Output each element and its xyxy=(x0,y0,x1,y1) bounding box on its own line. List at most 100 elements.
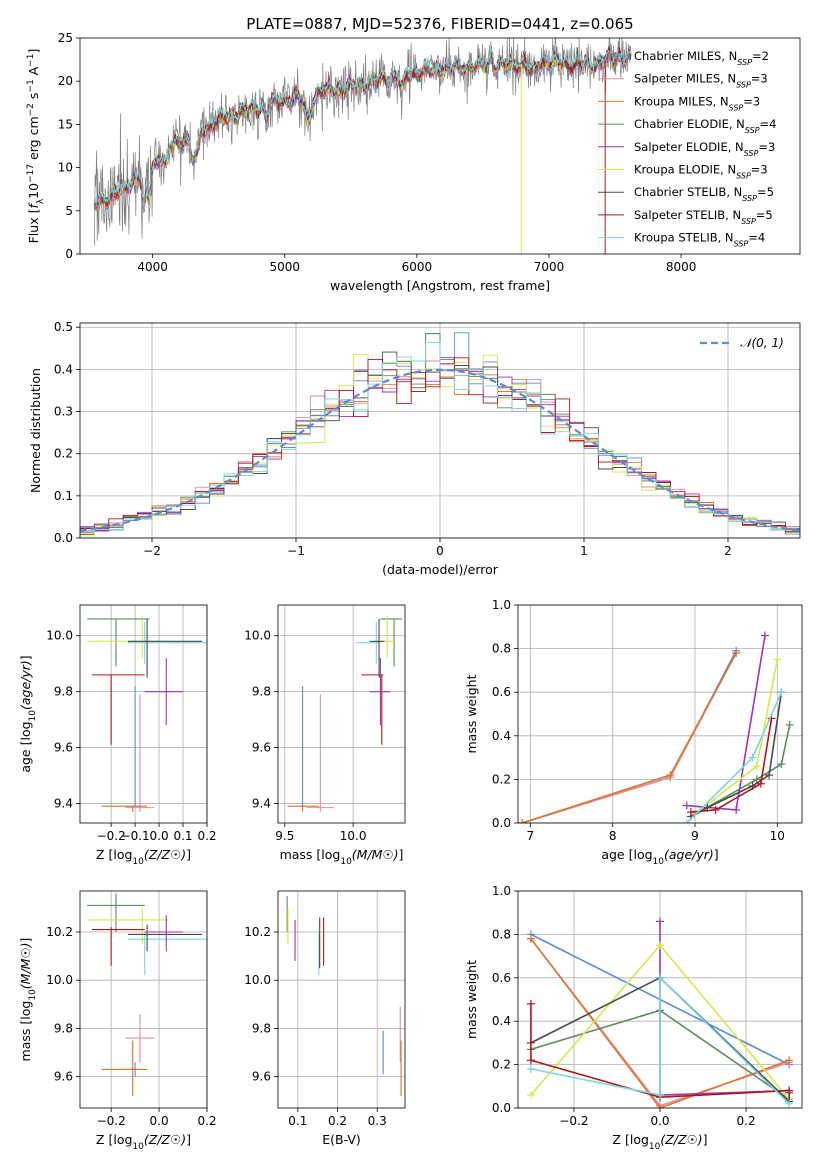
y-tick-label: 10 xyxy=(58,161,73,175)
legend-label: Kroupa ELODIE, NSSP=3 xyxy=(634,163,768,181)
plot-area-age_vs_Z xyxy=(87,616,207,812)
y-tick-label: 0.4 xyxy=(492,729,511,743)
x-tick-label: −0.1 xyxy=(121,829,150,843)
legend-label: Kroupa STELIB, NSSP=4 xyxy=(634,231,765,249)
y-axis-label: mass weight xyxy=(464,960,479,1039)
legend-label: 𝒩(0, 1) xyxy=(740,336,784,350)
y-tick-label: 9.8 xyxy=(252,1021,271,1035)
y-tick-label: 10.0 xyxy=(244,973,271,987)
y-tick-label: 9.8 xyxy=(54,1021,73,1035)
y-tick-label: 15 xyxy=(58,117,73,131)
plot-area-age_vs_mass xyxy=(287,616,403,812)
mass-weight-line xyxy=(690,718,773,813)
y-tick-label: 20 xyxy=(58,74,73,88)
histogram-series xyxy=(80,341,800,538)
y-tick-label: 10.2 xyxy=(46,925,73,939)
legend-label: Chabrier MILES, NSSP=2 xyxy=(634,49,769,67)
y-tick-label: 0.8 xyxy=(492,927,511,941)
y-tick-label: 0.4 xyxy=(492,1014,511,1028)
panel-massweight_vs_age: 7 8 9 10 0.0 0.2 0.4 0.6 0.8 1.0 age [log10(age/yr… xyxy=(492,598,803,867)
x-tick-label: 8 xyxy=(609,829,617,843)
plot-area-mass_vs_ebv xyxy=(286,895,402,1096)
y-axis-label: age [log10(age/yr)] xyxy=(18,655,38,772)
legend-label: Salpeter STELIB, NSSP=5 xyxy=(634,208,773,226)
y-tick-label: 0.6 xyxy=(492,685,511,699)
x-axis-label: E(B-V) xyxy=(322,1132,361,1147)
y-axis-label: Flux [fλ10−17 erg cm−2 s−1 A−1] xyxy=(26,49,46,244)
x-tick-label: 0.3 xyxy=(368,1114,387,1128)
x-axis-label: Z [log10(Z/Z☉)] xyxy=(612,1132,707,1152)
x-tick-label: 9.5 xyxy=(275,829,294,843)
legend-label: Salpeter MILES, NSSP=3 xyxy=(634,72,768,90)
x-axis-label: (data-model)/error xyxy=(382,562,499,577)
y-tick-label: 9.6 xyxy=(252,741,271,755)
mass-weight-line xyxy=(530,1003,790,1099)
y-tick-label: 0.5 xyxy=(54,320,73,334)
x-axis-label: wavelength [Angstrom, rest frame] xyxy=(330,278,550,293)
x-tick-label: −0.2 xyxy=(97,829,126,843)
x-tick-label: 2 xyxy=(724,544,732,558)
y-tick-label: 9.6 xyxy=(54,741,73,755)
x-tick-label: 6000 xyxy=(402,260,433,274)
x-tick-label: 4000 xyxy=(137,260,168,274)
y-tick-label: 0.8 xyxy=(492,642,511,656)
y-tick-label: 0.0 xyxy=(54,531,73,545)
axes-frame xyxy=(517,604,803,824)
legend-label: Chabrier STELIB, NSSP=5 xyxy=(634,185,774,203)
x-tick-label: 9 xyxy=(691,829,699,843)
panel-mass_vs_ebv: 0.1 0.2 0.3 9.6 9.8 10.0 10.2 E(B-V) xyxy=(244,890,406,1147)
legend-label: Chabrier ELODIE, NSSP=4 xyxy=(634,117,776,135)
axes-frame xyxy=(517,890,803,1109)
panel-mass_vs_Z: −0.2 0.0 0.2 9.6 9.8 10.0 10.2 Z [log10(Z/Z☉)] xyxy=(46,890,217,1152)
x-tick-label: 0.0 xyxy=(150,1114,169,1128)
x-tick-label: 0.2 xyxy=(737,1114,756,1128)
mass-weight-line xyxy=(530,975,790,1105)
axes-frame xyxy=(277,604,406,824)
x-tick-label: 0.2 xyxy=(197,1114,216,1128)
legend-label: Salpeter ELODIE, NSSP=3 xyxy=(634,140,775,158)
y-tick-label: 0.2 xyxy=(54,447,73,461)
y-tick-label: 9.4 xyxy=(252,796,271,810)
spectrum-model-line xyxy=(94,46,632,207)
y-tick-label: 0.4 xyxy=(54,362,73,376)
figure-title: PLATE=0887, MJD=52376, FIBERID=0441, z=0… xyxy=(246,15,633,33)
x-tick-label: 10.0 xyxy=(340,829,367,843)
axes-frame xyxy=(79,322,801,539)
x-tick-label: −2 xyxy=(143,544,161,558)
y-axis-label: mass weight xyxy=(464,674,479,753)
y-tick-label: 0.2 xyxy=(492,1058,511,1072)
x-tick-label: 1 xyxy=(580,544,588,558)
x-tick-label: 0.0 xyxy=(150,829,169,843)
plot-area-massweight_vs_age xyxy=(518,631,794,823)
x-tick-label: −0.2 xyxy=(97,1114,126,1128)
y-tick-label: 1.0 xyxy=(492,884,511,898)
panel-massweight_vs_Z: −0.2 0.0 0.2 0.0 0.2 0.4 0.6 0.8 1.0 Z [log10(Z/Z… xyxy=(492,884,803,1152)
plot-area-massweight_vs_Z xyxy=(526,917,794,1108)
gaussian-curve xyxy=(80,368,800,532)
mass-weight-line xyxy=(530,938,790,1108)
y-tick-label: 10.2 xyxy=(244,925,271,939)
x-tick-label: 5000 xyxy=(269,260,300,274)
x-tick-label: 0.1 xyxy=(288,1114,307,1128)
y-axis-label: mass [log10(M/M☉)] xyxy=(18,938,38,1062)
plot-area-residuals xyxy=(80,332,800,538)
panel-age_vs_Z: −0.2−0.1 0.0 0.1 0.2 9.4 9.6 9.8 10.0 Z [log10(Z… xyxy=(46,604,217,867)
axes-frame xyxy=(277,890,406,1109)
x-tick-label: 0 xyxy=(436,544,444,558)
x-axis-label: Z [log10(Z/Z☉)] xyxy=(96,1132,191,1152)
y-tick-label: 10.0 xyxy=(46,973,73,987)
x-tick-label: 0.2 xyxy=(197,829,216,843)
axes-frame xyxy=(79,604,208,824)
y-tick-label: 0.0 xyxy=(492,1101,511,1115)
y-tick-label: 9.8 xyxy=(252,685,271,699)
plot-area-spectrum xyxy=(94,38,632,254)
x-axis-label: mass [log10(M/M☉)] xyxy=(280,847,404,867)
plot-area-mass_vs_Z xyxy=(87,893,207,1096)
x-tick-label: 10 xyxy=(770,829,785,843)
x-axis-label: age [log10(age/yr)] xyxy=(601,847,718,867)
panel-age_vs_mass: 9.5 10.0 9.4 9.6 9.8 10.0 mass [log10(M/M☉)] xyxy=(244,604,406,867)
y-tick-label: 9.6 xyxy=(252,1070,271,1084)
x-tick-label: 7000 xyxy=(534,260,565,274)
